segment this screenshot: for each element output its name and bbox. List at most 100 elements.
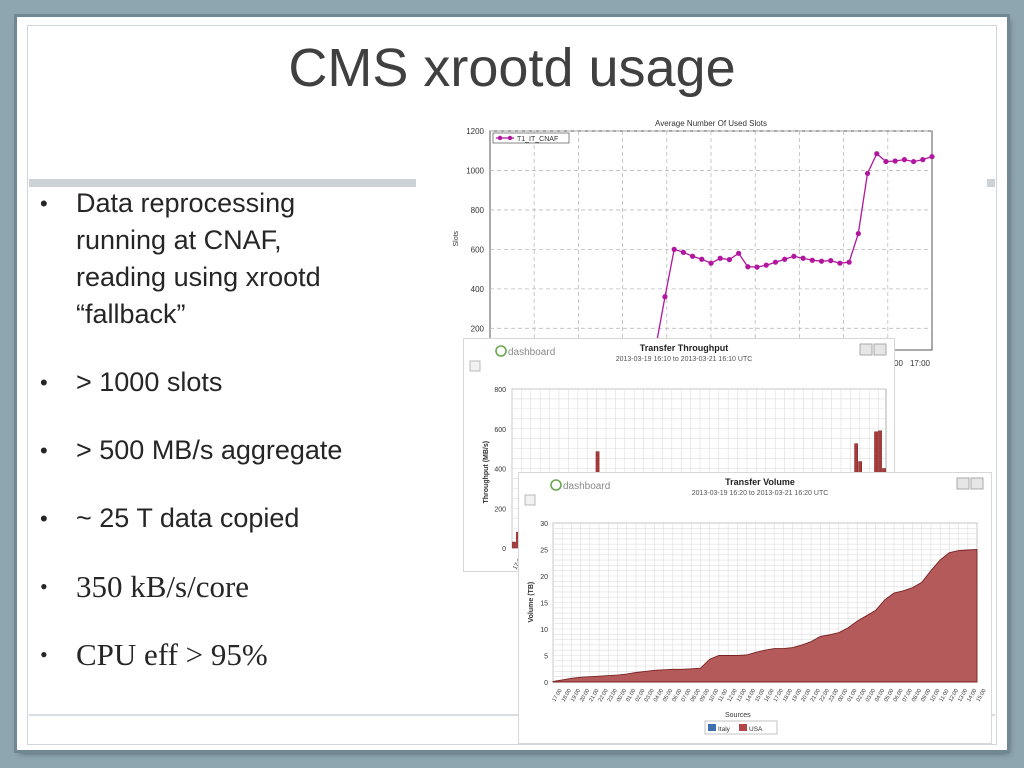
chart-title: Average Number Of Used Slots (655, 119, 767, 128)
y-axis-label: Slots (453, 230, 460, 246)
data-point (736, 250, 742, 256)
data-point (828, 258, 834, 264)
bullet-marker: • (40, 370, 48, 395)
data-point (763, 262, 769, 268)
volume-chart: dashboard Transfer Volume 2013-03-19 16:20… (518, 472, 992, 744)
data-point (745, 264, 751, 270)
data-point (901, 157, 907, 163)
x-tick-label: 11:00 (717, 688, 729, 703)
printer-icon[interactable] (956, 477, 970, 490)
data-point (708, 260, 714, 266)
x-tick-label: 11:00 (939, 688, 951, 703)
data-point (920, 157, 926, 163)
data-point (699, 256, 705, 262)
download-icon[interactable] (873, 343, 887, 356)
legend-label: T1_IT_CNAF (517, 136, 558, 143)
y-axis-label: Volume (TB) (528, 582, 535, 623)
bullet-text-line: ~ 25 T data copied (76, 503, 300, 533)
bullet-marker: • (40, 191, 48, 216)
data-point (910, 158, 917, 165)
pencil-icon[interactable] (524, 494, 536, 506)
dashboard-logo-icon (495, 345, 507, 357)
data-point (689, 253, 696, 259)
legend-box (492, 132, 570, 144)
y-tick-label: 20 (540, 574, 548, 581)
data-point (754, 264, 760, 270)
chart-title: Transfer Throughput (640, 343, 729, 353)
data-point (680, 249, 686, 255)
x-tick-label: 15:00 (976, 688, 988, 703)
used-slots-chart: Average Number Of Used Slots 200 400 600 800… (440, 113, 940, 373)
y-tick-label: 200 (471, 324, 485, 333)
y-tick-label: 200 (494, 506, 506, 513)
data-point (837, 260, 843, 266)
dashboard-logo-text: dashboard (508, 347, 555, 358)
bullet-text-line: > 500 MB/s aggregate (76, 435, 343, 465)
chart-subtitle: 2013-03-19 16:20 to 2013-03-21 16:20 UTC (692, 490, 829, 497)
printer-icon[interactable] (859, 343, 873, 356)
dashboard-logo-icon (550, 479, 562, 491)
y-tick-label: 1000 (466, 166, 484, 175)
throughput-bar (512, 541, 516, 549)
bullet-item: • > 1000 slots (40, 364, 410, 401)
legend-marker (497, 135, 503, 141)
data-point (726, 257, 733, 263)
chart-subtitle: 2013-03-19 16:10 to 2013-03-21 16:10 UTC (616, 356, 753, 363)
used-slots-svg: Average Number Of Used Slots 200 400 600 800… (453, 119, 935, 368)
bullet-item: • ~ 25 T data copied (40, 500, 410, 537)
bullet-marker: • (40, 438, 48, 463)
bullet-text-line: reading using xrootd (76, 262, 321, 292)
bullet-text-line: 350 kB/s/core (76, 569, 250, 604)
data-point (772, 259, 779, 265)
bullet-text-line: CPU eff > 95% (76, 637, 268, 672)
bullet-text-line: running at CNAF, (76, 225, 282, 255)
x-tick-label: 00 (894, 359, 903, 368)
data-point (791, 253, 797, 259)
plot-area (489, 130, 933, 351)
y-tick-label: 0 (544, 680, 548, 687)
y-tick-label: 800 (471, 206, 485, 215)
bottom-rule (29, 714, 995, 716)
pencil-icon[interactable] (469, 360, 481, 372)
legend-swatch-italy (708, 724, 716, 731)
legend-swatch-usa (739, 724, 747, 731)
slide-title: CMS xrootd usage (288, 38, 736, 98)
legend-label: USA (749, 726, 763, 733)
data-point (874, 151, 880, 157)
chart-title: Transfer Volume (725, 477, 795, 487)
slide-frame (27, 25, 997, 745)
bullet-item: • 350 kB/s/core (40, 568, 410, 605)
bullet-marker: • (40, 506, 48, 531)
data-point (855, 230, 861, 237)
y-axis-label: Throughput (MB/s) (483, 441, 490, 504)
y-tick-label: 15 (540, 601, 548, 608)
y-tick-label: 800 (494, 387, 506, 394)
volume-svg: dashboard Transfer Volume 2013-03-19 16:20… (524, 477, 988, 735)
y-tick-label: 600 (471, 245, 485, 254)
data-point (892, 158, 898, 164)
legend-label: Italy (718, 726, 731, 733)
bullet-marker: • (40, 574, 48, 599)
bullet-marker: • (40, 642, 48, 667)
bullet-text-line: Data reprocessing (76, 188, 296, 218)
download-icon[interactable] (970, 477, 984, 490)
y-tick-label: 5 (544, 654, 548, 661)
data-point (929, 154, 935, 160)
data-point (800, 255, 806, 261)
legend-marker (507, 135, 513, 141)
bullet-text-line: > 1000 slots (76, 367, 223, 397)
title-rule (29, 179, 416, 187)
data-point (662, 294, 668, 300)
bullet-item: • Data reprocessing running at CNAF, readin… (40, 185, 410, 333)
bullet-item: • CPU eff > 95% (40, 636, 410, 673)
y-tick-label: 10 (540, 627, 548, 634)
y-tick-label: 25 (540, 548, 548, 555)
y-tick-label: 600 (494, 427, 506, 434)
bullet-list: • Data reprocessing running at CNAF, readin… (40, 185, 410, 704)
bullet-item: • > 500 MB/s aggregate (40, 432, 410, 469)
data-point (846, 259, 852, 265)
y-tick-label: 400 (494, 467, 506, 474)
data-point (671, 246, 677, 252)
data-point (883, 158, 889, 165)
dashboard-logo-text: dashboard (563, 481, 610, 492)
